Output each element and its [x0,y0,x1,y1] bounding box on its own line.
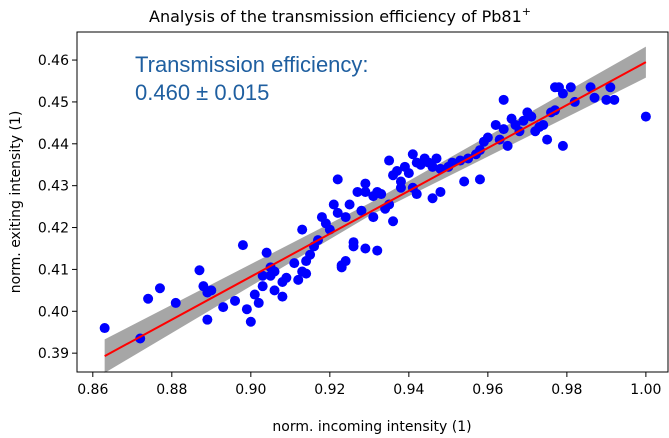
x-tick-label: 0.88 [156,382,187,398]
title-superscript: + [522,5,531,18]
x-tick-label: 1.00 [630,382,661,398]
data-point [218,302,229,313]
data-point [609,94,620,105]
y-tick-label: 0.42 [38,221,69,237]
data-point [498,94,509,105]
data-point [565,82,576,93]
x-tick-label: 0.90 [235,382,266,398]
data-point [498,124,509,135]
y-tick-label: 0.44 [38,137,69,153]
data-point [301,268,312,279]
data-point [352,186,363,197]
data-point [376,189,387,200]
data-point [360,178,371,189]
data-point [427,193,438,204]
y-tick-label: 0.41 [38,262,69,278]
x-tick-label: 0.96 [472,382,503,398]
x-tick-label: 0.86 [77,382,108,398]
y-tick-label: 0.43 [38,179,69,195]
data-point [348,237,359,248]
data-point [407,149,418,160]
data-point [435,186,446,197]
data-point [269,285,280,296]
y-tick-label: 0.46 [38,53,69,69]
data-point [427,161,438,172]
data-point [293,274,304,285]
x-tick-label: 0.98 [551,382,582,398]
data-point [237,240,248,251]
data-point [261,247,272,258]
data-point [601,94,612,105]
data-point [482,132,493,143]
annotation: 0.460 ± 0.015 [135,80,269,105]
data-point [249,289,260,300]
data-point [194,265,205,276]
data-point [297,224,308,235]
data-point [411,189,422,200]
data-point [253,297,264,308]
data-point [557,140,568,151]
data-point [332,207,343,218]
data-point [344,199,355,210]
data-point [605,82,616,93]
data-point [202,314,213,325]
title-main: Analysis of the transmission efficiency … [149,7,522,26]
data-point [502,140,513,151]
y-tick-label: 0.45 [38,95,69,111]
data-point [305,249,316,260]
data-point [269,266,280,277]
data-point [170,297,181,308]
data-point [206,285,217,296]
data-point [459,176,470,187]
data-point [589,92,600,103]
annotation: Transmission efficiency: [135,52,369,77]
data-point [143,293,154,304]
data-point [455,155,466,166]
data-point [289,258,300,269]
data-point [328,199,339,210]
data-point [356,205,367,216]
y-tick-label: 0.39 [38,346,69,362]
y-axis-label: norm. exiting intensity (1) [8,111,24,294]
data-point [360,243,371,254]
x-axis-label: norm. incoming intensity (1) [272,419,471,435]
data-point [557,88,568,99]
data-point [538,119,549,130]
data-point [431,153,442,164]
data-point [395,176,406,187]
data-point [360,186,371,197]
data-point [542,134,553,145]
data-point [384,155,395,166]
data-point [277,291,288,302]
fit-line [104,61,647,357]
y-tick-label: 0.40 [38,304,69,320]
data-point [340,212,351,223]
data-point [490,119,501,130]
chart-title: Analysis of the transmission efficiency … [149,5,531,26]
data-point [372,245,383,256]
x-tick-label: 0.94 [393,382,424,398]
data-point [281,272,292,283]
data-point [526,111,537,122]
x-tick-label: 0.92 [314,382,345,398]
data-point [257,270,268,281]
data-point [332,174,343,185]
plot-frame [76,31,669,373]
data-point [368,212,379,223]
data-point [257,281,268,292]
data-point [403,168,414,179]
data-point [391,166,402,177]
data-point [340,256,351,267]
data-point [518,115,529,126]
data-point [245,316,256,327]
data-point [241,304,252,315]
data-point [474,174,485,185]
data-point [640,111,651,122]
data-point [388,216,399,227]
data-point [154,283,165,294]
data-point [99,323,110,334]
data-point [230,295,241,306]
